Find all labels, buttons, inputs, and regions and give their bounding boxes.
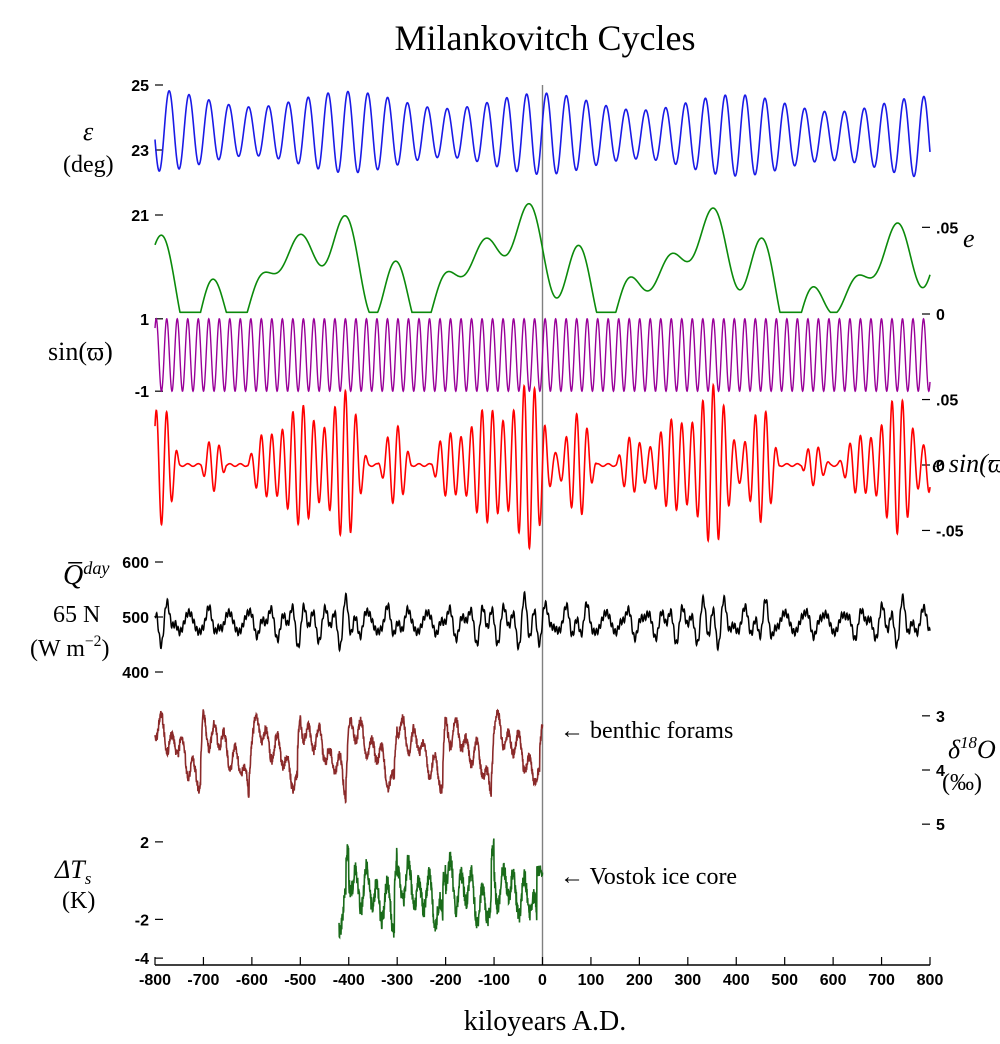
y-tick-label: 600	[122, 555, 149, 572]
y-tick-label: 5	[936, 817, 945, 834]
axis-label-obliquity: ε	[83, 117, 94, 146]
x-tick-label: 0	[538, 972, 547, 989]
y-tick-label: 21	[131, 208, 149, 225]
y-tick-label: -2	[135, 912, 149, 929]
y-tick-label: 1	[140, 312, 149, 329]
y-tick-label: 25	[131, 78, 149, 95]
y-tick-label: .05	[936, 393, 958, 410]
y-tick-label: 23	[131, 143, 149, 160]
axis-label-e_sin_varpi: e sin(ϖ)	[932, 449, 1000, 478]
annotation-benthic: ← benthic forams	[560, 718, 733, 744]
x-tick-label: -200	[430, 972, 462, 989]
x-tick-label: 100	[578, 972, 605, 989]
x-tick-label: 200	[626, 972, 653, 989]
axis-label-vostok: (K)	[62, 888, 95, 914]
chart-title: Milankovitch Cycles	[395, 18, 696, 58]
y-tick-label: -4	[135, 951, 149, 968]
axis-label-benthic: (‰)	[942, 770, 982, 796]
x-tick-label: 600	[820, 972, 847, 989]
x-tick-label: -800	[139, 972, 171, 989]
axis-label-eccentricity: e	[963, 224, 975, 253]
axis-label-obliquity: (deg)	[63, 152, 114, 178]
y-tick-label: 0	[936, 307, 945, 324]
x-tick-label: 400	[723, 972, 750, 989]
x-tick-label: 500	[771, 972, 798, 989]
y-tick-label: 400	[122, 665, 149, 682]
y-tick-label: -.05	[936, 523, 964, 540]
x-tick-label: -500	[284, 972, 316, 989]
x-tick-label: -600	[236, 972, 268, 989]
x-tick-label: -300	[381, 972, 413, 989]
y-tick-label: 2	[140, 835, 149, 852]
y-tick-label: 3	[936, 709, 945, 726]
axis-label-sin_varpi: sin(ϖ)	[48, 337, 113, 366]
x-tick-label: -400	[333, 972, 365, 989]
y-tick-label: 500	[122, 610, 149, 627]
x-tick-label: -100	[478, 972, 510, 989]
y-tick-label: .05	[936, 220, 958, 237]
y-tick-label: -1	[135, 384, 149, 401]
x-tick-label: -700	[187, 972, 219, 989]
x-tick-label: 800	[917, 972, 944, 989]
axis-label-insolation: 65 N	[53, 602, 100, 628]
x-tick-label: 700	[868, 972, 895, 989]
annotation-vostok: ← Vostok ice core	[560, 864, 737, 890]
x-tick-label: 300	[674, 972, 701, 989]
x-axis-label: kiloyears A.D.	[464, 1006, 627, 1037]
